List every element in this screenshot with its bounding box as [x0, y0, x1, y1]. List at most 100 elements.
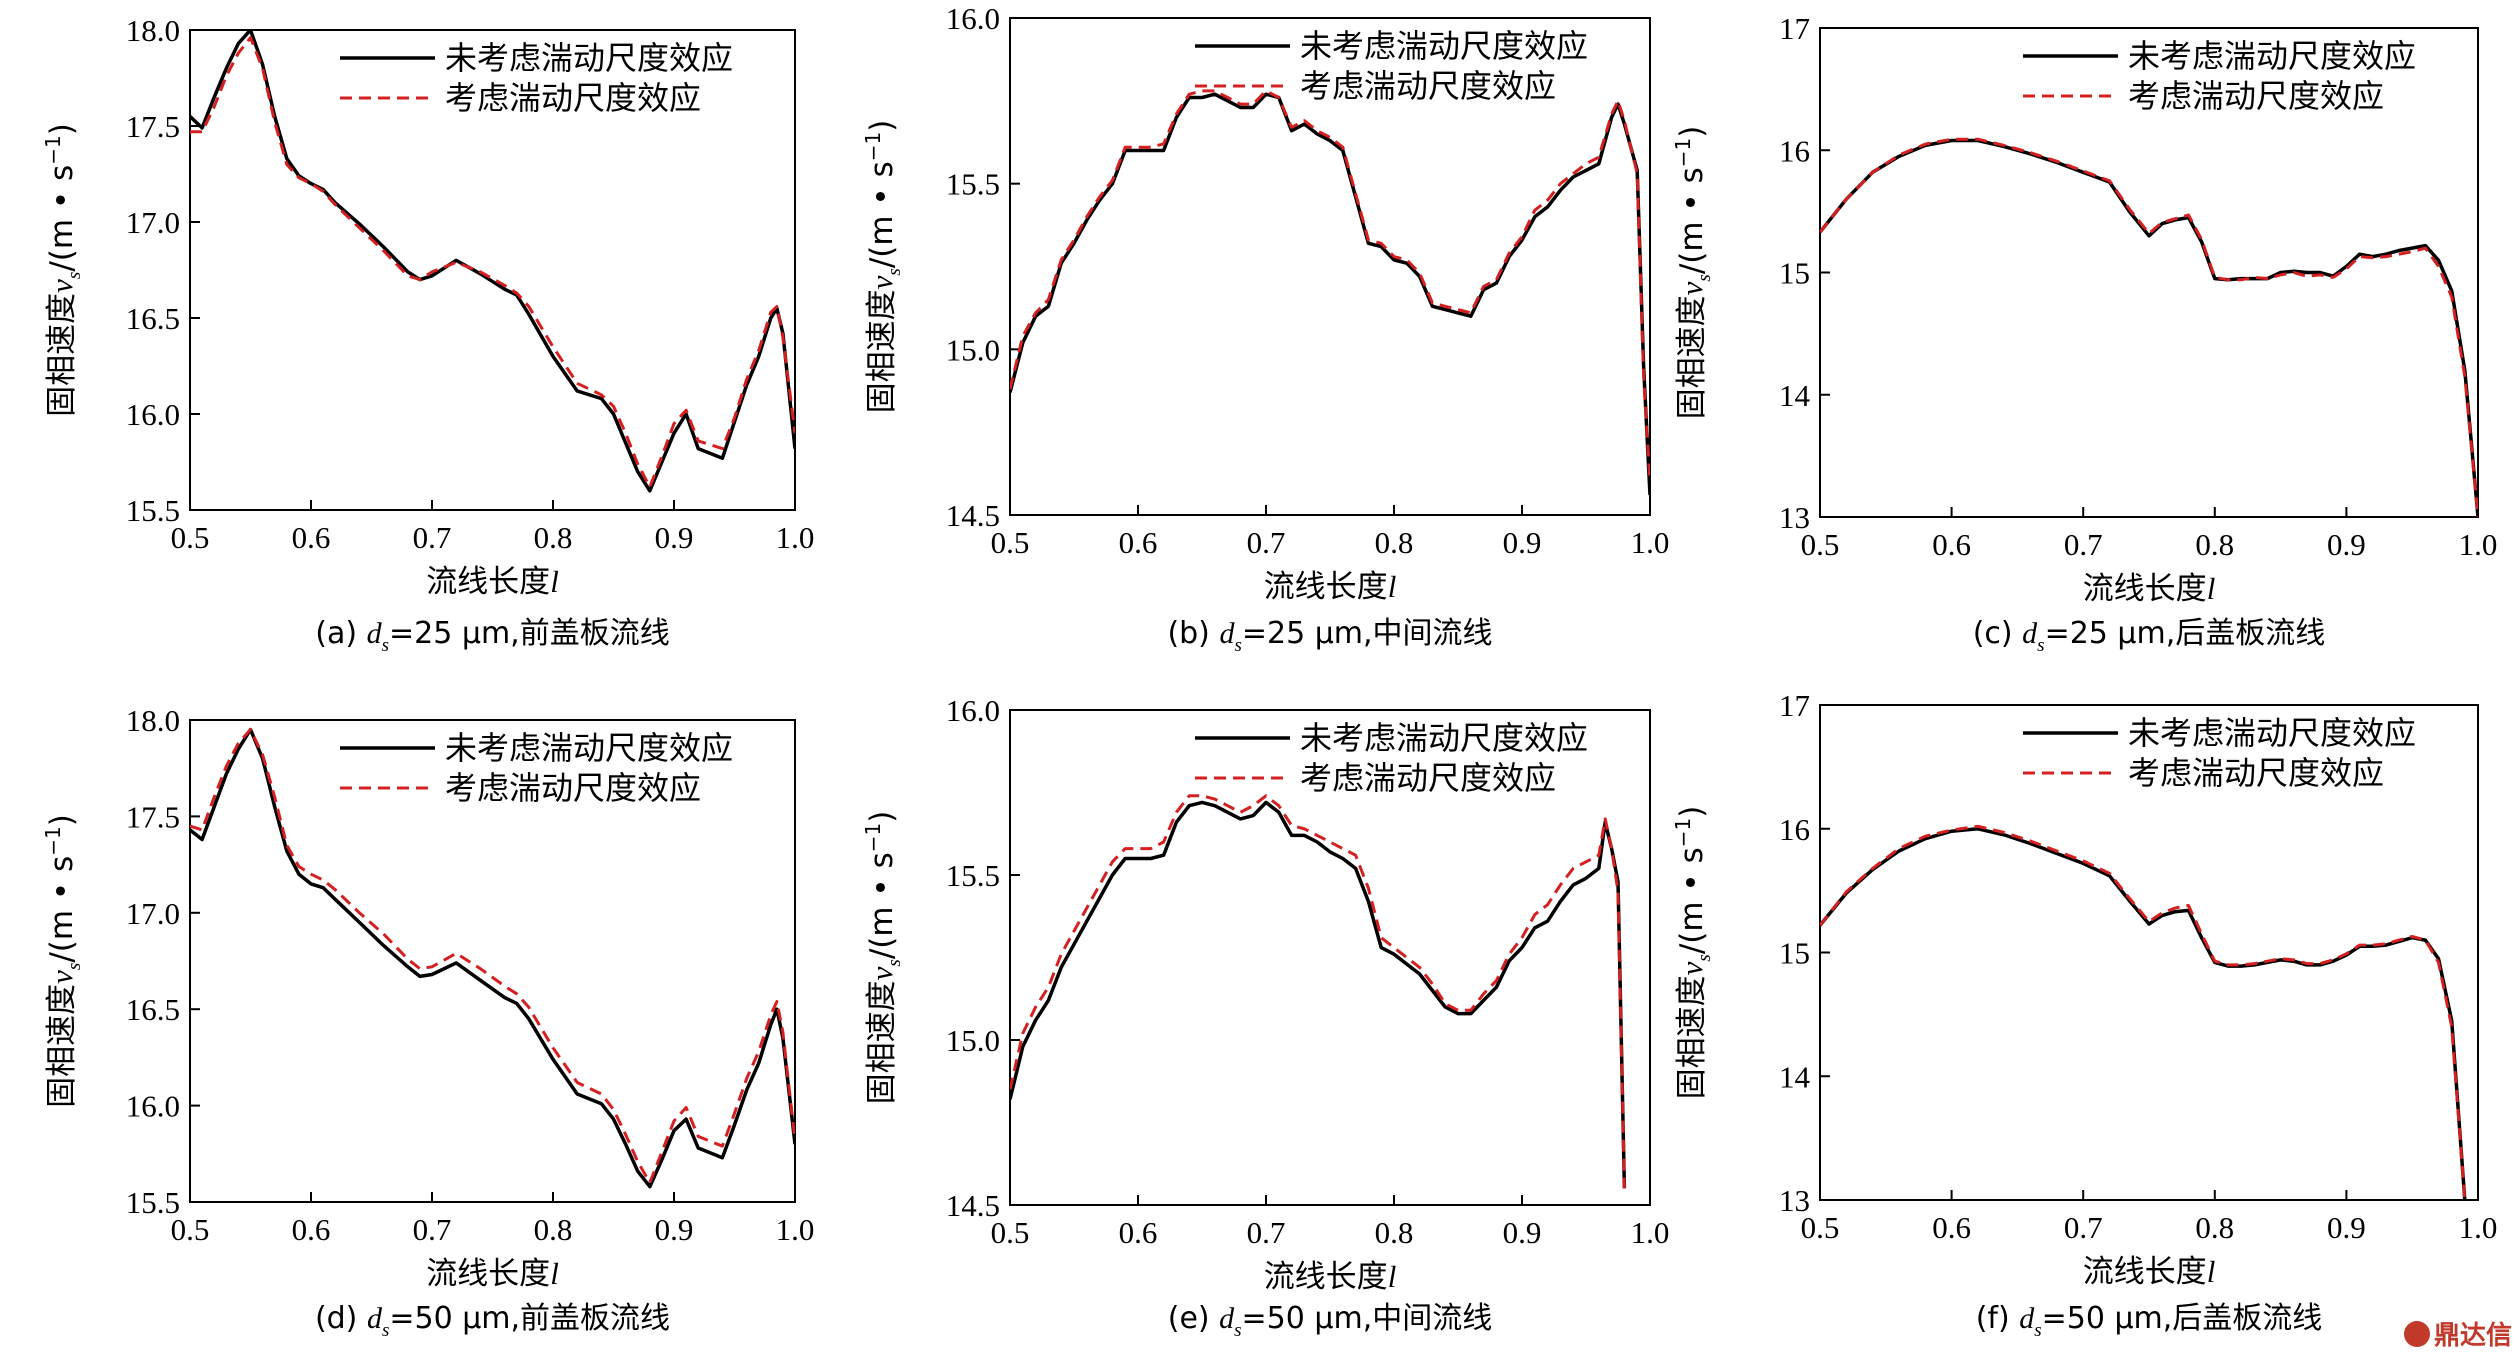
series-line-with-scale-effect	[1820, 824, 2467, 1200]
y-axis-unit: /(m • s	[1674, 847, 1710, 954]
y-tick-label: 15.5	[946, 858, 1000, 893]
plot-frame	[1009, 709, 1651, 1206]
x-axis-variable: l	[2207, 571, 2216, 606]
y-tick-label: 15.0	[946, 332, 1000, 367]
chart-panel-a: 0.5 0.6 0.7 0.8 0.9 1.0 15.5 16.0 16.5 17.0 17.5 18…	[41, 13, 814, 656]
y-axis-label-text: 固相速度	[1674, 975, 1710, 1099]
y-axis-unit: /(m • s	[44, 165, 80, 272]
x-tick-label: 0.8	[1375, 1215, 1414, 1250]
y-tick-label: 18.0	[126, 703, 180, 738]
watermark-text: 鼎达信	[2433, 1321, 2512, 1351]
caption-subscript: s	[382, 635, 389, 656]
y-axis-label: 固相速度vs/(m • s−1)	[41, 123, 85, 417]
x-tick-label: 0.5	[1801, 527, 1840, 562]
x-tick-label: 0.9	[655, 520, 694, 555]
y-tick-label: 17.0	[126, 205, 180, 240]
x-tick-label: 0.5	[171, 1212, 210, 1247]
x-axis-label: 流线长度l	[426, 564, 559, 600]
chart-panel-c: 0.5 0.6 0.7 0.8 0.9 1.01314151617流线长度l固相速度vs/…	[1671, 11, 2497, 656]
x-tick-label: 1.0	[1631, 525, 1670, 560]
y-axis-unit-close: )	[44, 814, 80, 826]
x-axis-label-text: 流线长度	[1264, 1259, 1388, 1295]
y-axis-variable: v	[1674, 961, 1709, 975]
caption-suffix: μm,后盖板流线	[2105, 1301, 2322, 1336]
x-tick-label: 0.9	[655, 1212, 694, 1247]
x-tick-label: 0.6	[1932, 527, 1971, 562]
caption-suffix: μm,前盖板流线	[453, 1301, 670, 1336]
legend-label-dashed: 考虑湍动尺度效应	[2128, 77, 2384, 115]
series-line-with-scale-effect	[1820, 137, 2478, 517]
x-axis-label: 流线长度l	[1264, 1259, 1397, 1295]
y-tick-label: 15.5	[946, 167, 1000, 202]
x-axis-label: 流线长度l	[426, 1256, 559, 1292]
y-axis-label: 固相速度vs/(m • s−1)	[41, 814, 85, 1108]
x-tick-label: 0.9	[2327, 527, 2366, 562]
x-axis-variable: l	[550, 564, 559, 599]
caption-subscript: s	[2037, 635, 2044, 656]
x-axis-variable: l	[1388, 1259, 1397, 1294]
caption-variable: d	[2022, 617, 2038, 650]
x-tick-label: 1.0	[1631, 1215, 1670, 1250]
y-tick-label: 13	[1779, 500, 1810, 535]
series-line-with-scale-effect	[1010, 794, 1626, 1189]
x-tick-label: 0.9	[1503, 1215, 1542, 1250]
x-tick-label: 0.6	[1932, 1210, 1971, 1245]
y-tick-label: 13	[1779, 1183, 1810, 1218]
x-tick-label: 0.7	[1247, 1215, 1286, 1250]
x-axis-label-text: 流线长度	[426, 1256, 550, 1292]
caption-variable: d	[1219, 1302, 1235, 1335]
x-tick-label: 0.8	[2195, 527, 2234, 562]
x-tick-label: 1.0	[776, 520, 815, 555]
caption-variable: d	[2019, 1302, 2035, 1335]
caption-suffix: μm,后盖板流线	[2108, 616, 2325, 651]
x-tick-label: 0.8	[534, 520, 573, 555]
legend-label-solid: 未考虑湍动尺度效应	[2128, 37, 2416, 75]
caption-subscript: s	[1234, 1320, 1241, 1341]
legend-label-solid: 未考虑湍动尺度效应	[445, 729, 733, 767]
plot-frame	[189, 719, 796, 1203]
x-tick-label: 1.0	[2459, 1210, 2498, 1245]
series-line-with-scale-effect	[190, 36, 795, 489]
y-axis-variable: v	[44, 970, 79, 984]
y-tick-label: 14	[1779, 1059, 1811, 1094]
panel-caption: (a) ds=25 μm,前盖板流线	[315, 616, 669, 656]
y-axis-unit: /(m • s	[864, 852, 900, 959]
y-axis-label-text: 固相速度	[44, 293, 80, 417]
y-axis-label-text: 固相速度	[864, 289, 900, 413]
y-axis-label-text: 固相速度	[1674, 295, 1710, 419]
legend-label-solid: 未考虑湍动尺度效应	[1300, 27, 1588, 65]
x-axis-label-text: 流线长度	[426, 564, 550, 600]
caption-suffix: μm,前盖板流线	[452, 616, 669, 651]
y-tick-label: 16.0	[946, 693, 1000, 728]
legend-label-solid: 未考虑湍动尺度效应	[1300, 719, 1588, 757]
y-tick-label: 18.0	[126, 13, 180, 48]
caption-prefix: (c)	[1973, 616, 2022, 651]
y-tick-label: 14.5	[946, 498, 1000, 533]
x-tick-label: 0.7	[1247, 525, 1286, 560]
y-tick-label: 17	[1779, 11, 1810, 46]
y-axis-subscript: s	[64, 272, 85, 279]
x-axis-label: 流线长度l	[1264, 569, 1397, 605]
y-tick-label: 17.0	[126, 896, 180, 931]
y-tick-label: 15	[1779, 256, 1810, 291]
y-tick-label: 17	[1779, 688, 1810, 723]
caption-subscript: s	[1234, 635, 1241, 656]
y-axis-variable: v	[864, 275, 899, 289]
y-axis-unit: /(m • s	[864, 161, 900, 268]
x-tick-label: 1.0	[2459, 527, 2498, 562]
caption-value: =25	[1242, 616, 1305, 651]
y-axis-label: 固相速度vs/(m • s−1)	[861, 120, 905, 414]
plot-frame	[189, 29, 796, 511]
y-axis-variable: v	[1674, 281, 1709, 295]
caption-prefix: (f)	[1976, 1301, 2020, 1336]
legend-label-dashed: 考虑湍动尺度效应	[1300, 67, 1556, 105]
plot-frame	[1009, 17, 1651, 516]
x-tick-label: 1.0	[776, 1212, 815, 1247]
y-axis-variable: v	[864, 966, 899, 980]
x-tick-label: 0.7	[413, 520, 452, 555]
series-line-with-scale-effect	[1010, 89, 1650, 482]
legend-label-dashed: 考虑湍动尺度效应	[2128, 754, 2384, 792]
watermark-logo: 鼎达信	[2403, 1315, 2512, 1352]
x-axis-label-text: 流线长度	[2083, 571, 2207, 607]
x-axis-variable: l	[2207, 1254, 2216, 1289]
